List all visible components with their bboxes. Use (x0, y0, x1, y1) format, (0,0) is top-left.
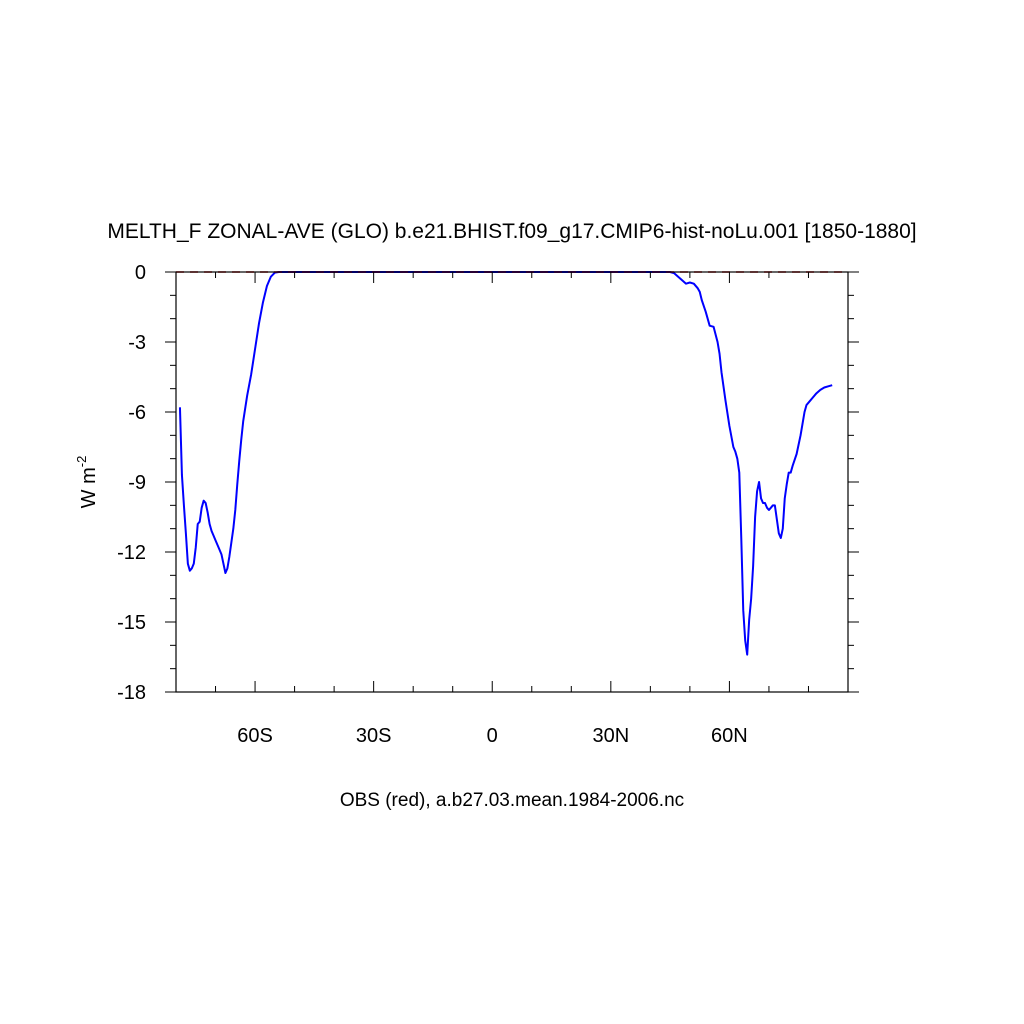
series-layer (176, 271, 848, 656)
y-axis-label-superscript: -2 (74, 456, 89, 468)
x-tick-label: 30N (592, 725, 629, 747)
svg-text:W m-2: W m-2 (74, 456, 100, 509)
chart-title: MELTH_F ZONAL-AVE (GLO) b.e21.BHIST.f09_… (107, 220, 916, 243)
plot-frame (175, 271, 849, 693)
x-axis-caption: OBS (red), a.b27.03.mean.1984-2006.nc (340, 790, 684, 811)
y-tick-label: -9 (128, 472, 146, 494)
x-tick-label: 0 (487, 725, 498, 747)
x-tick-label: 30S (356, 725, 392, 747)
y-tick-label: -18 (117, 682, 146, 704)
x-tick-label: 60N (711, 725, 748, 747)
y-tick-label: -15 (117, 612, 146, 634)
y-axis-label-text: W m (78, 467, 100, 508)
x-tick-label: 60S (237, 725, 273, 747)
ticks-layer (165, 271, 859, 693)
tick-labels-layer: 60S 30S 0 30N 60N 0 -3 -6 -9 -12 -15 -18 (117, 262, 748, 747)
y-tick-label: 0 (135, 262, 146, 284)
y-axis-label: W m-2 (74, 456, 100, 509)
y-tick-label: -12 (117, 542, 146, 564)
series-line-1 (178, 271, 833, 656)
y-tick-label: -3 (128, 332, 146, 354)
y-tick-label: -6 (128, 402, 146, 424)
